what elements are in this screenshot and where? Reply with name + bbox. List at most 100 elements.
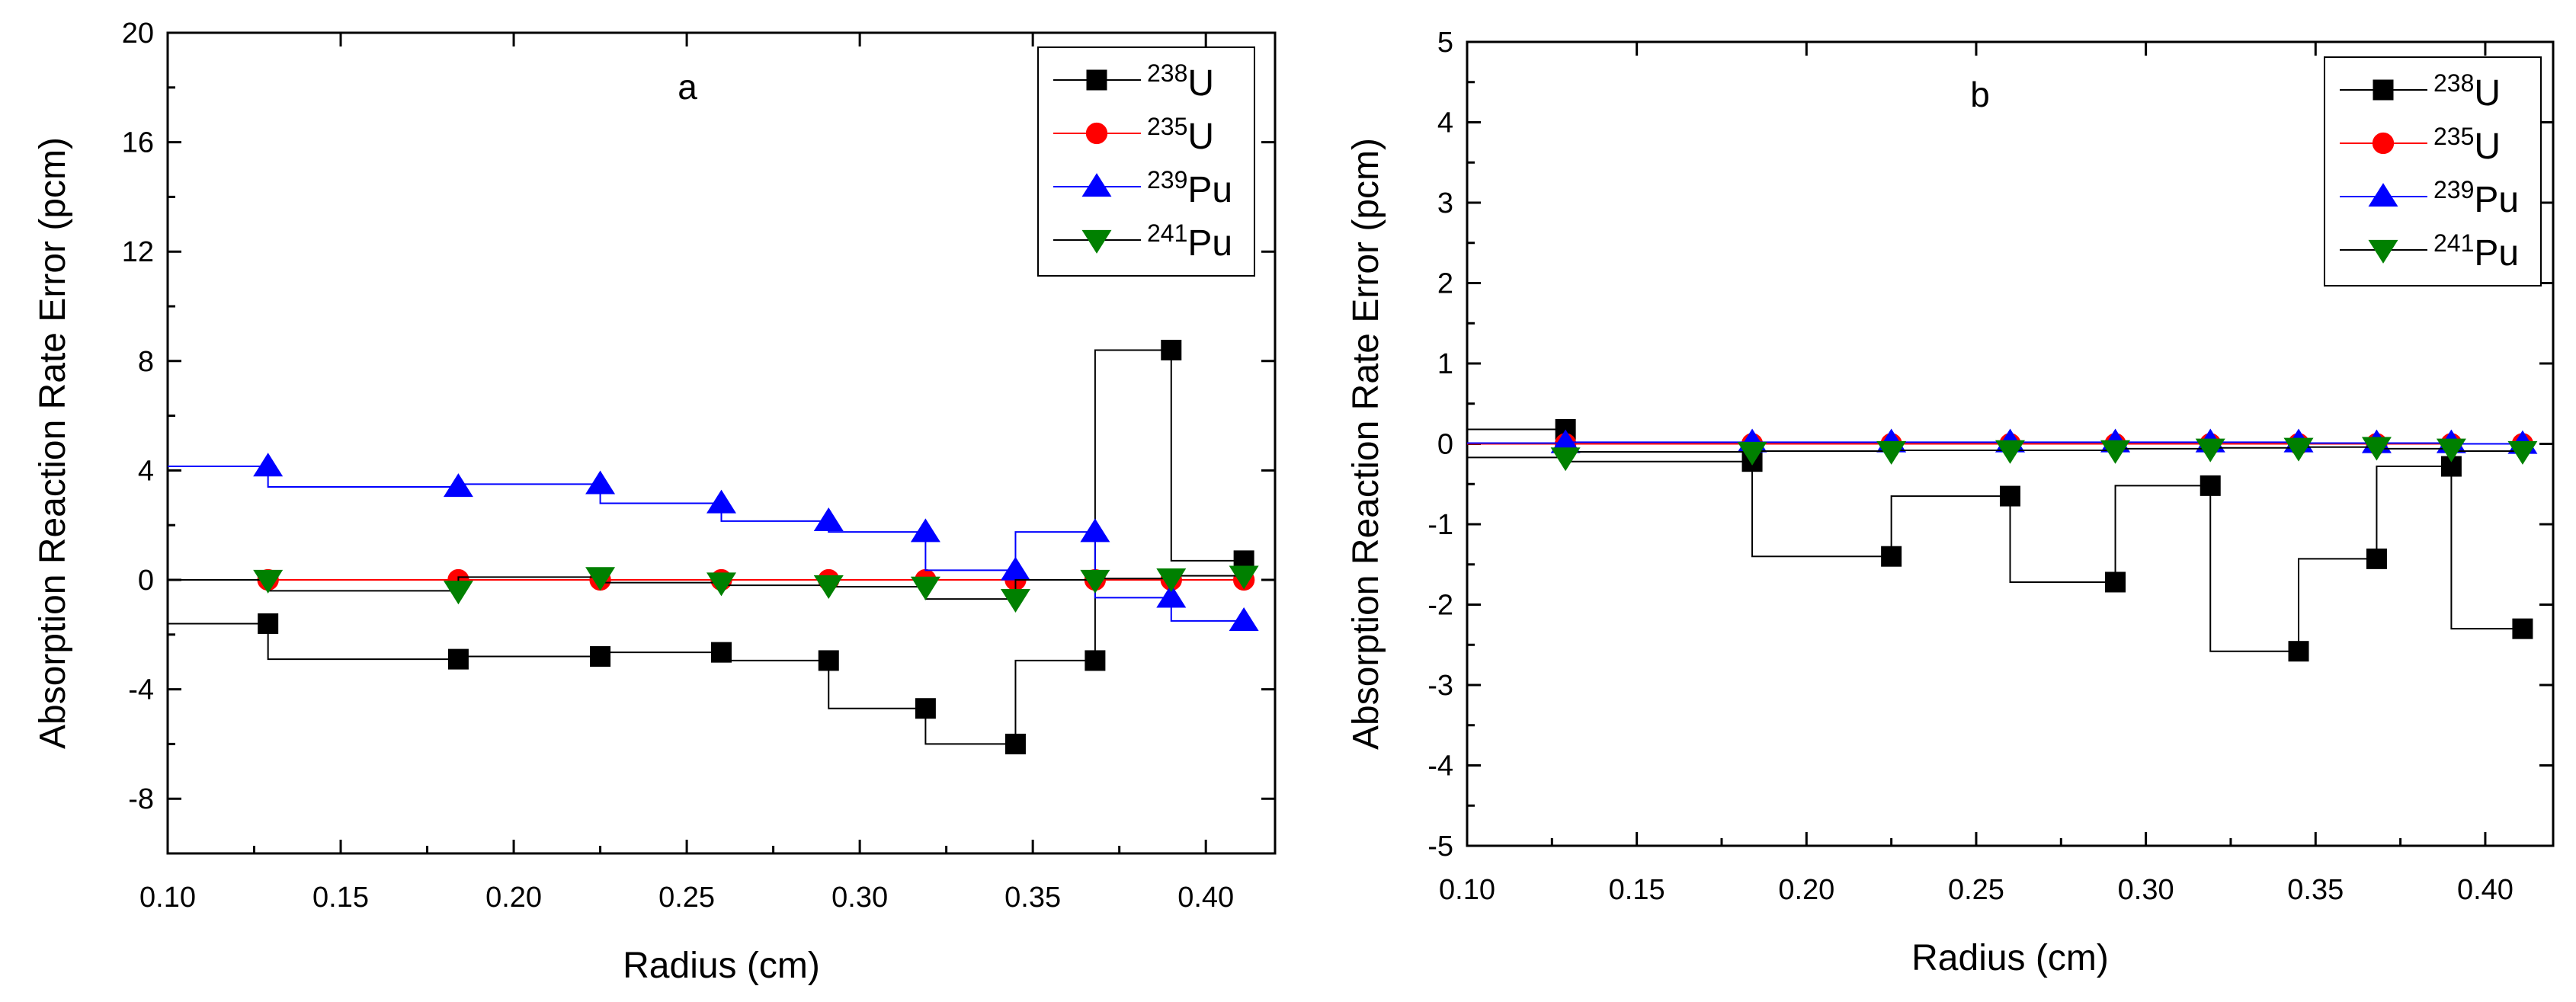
x-tick-label: 0.30 xyxy=(2118,874,2174,906)
y-tick-label: 3 xyxy=(1437,187,1453,219)
data-point xyxy=(813,575,844,600)
legend-label: 235U xyxy=(1147,113,1214,157)
legend-mass-number: 238 xyxy=(2433,69,2474,97)
y-tick-label: 8 xyxy=(138,346,154,378)
legend-mass-number: 241 xyxy=(1147,219,1187,247)
legend-marker xyxy=(1081,229,1112,254)
data-point xyxy=(443,581,473,605)
data-point xyxy=(1080,518,1110,543)
x-tick-label: 0.35 xyxy=(2287,874,2344,906)
x-tick-label: 0.10 xyxy=(139,882,196,914)
y-axis-title: Absorption Reaction Rate Error (pcm) xyxy=(1346,138,1386,750)
data-point xyxy=(706,572,736,597)
legend-label: 239Pu xyxy=(2433,176,2519,220)
legend-label: 241Pu xyxy=(1147,219,1232,264)
legend-mass-number: 239 xyxy=(1147,166,1187,194)
legend-marker xyxy=(2368,183,2398,207)
series-line xyxy=(168,349,1245,745)
data-point xyxy=(2195,438,2225,463)
y-tick-label: 2 xyxy=(1437,268,1453,300)
data-point xyxy=(1737,441,1767,466)
data-point xyxy=(1881,546,1902,567)
panel-label: b xyxy=(1970,75,1990,114)
legend-element-symbol: U xyxy=(1187,63,1214,104)
data-point xyxy=(585,470,616,495)
legend-mass-number: 235 xyxy=(2433,123,2474,150)
data-point xyxy=(585,567,616,591)
data-point xyxy=(2100,440,2131,464)
x-tick-label: 0.15 xyxy=(312,882,369,914)
data-point xyxy=(1156,584,1187,608)
data-point xyxy=(706,489,736,514)
data-point xyxy=(910,518,940,543)
data-point xyxy=(590,646,611,667)
legend-marker xyxy=(1086,69,1107,91)
y-tick-label: -3 xyxy=(1427,670,1453,702)
data-point xyxy=(1000,588,1030,613)
data-point xyxy=(2283,437,2314,462)
legend-label: 239Pu xyxy=(1147,166,1232,210)
y-tick-label: 1 xyxy=(1437,348,1453,380)
data-point xyxy=(2436,438,2466,463)
y-tick-label: 12 xyxy=(122,236,154,268)
data-point xyxy=(1085,650,1106,671)
data-point xyxy=(1229,565,1259,590)
series-238U xyxy=(168,339,1254,754)
y-axis-title: Absorption Reaction Rate Error (pcm) xyxy=(33,137,73,749)
data-point xyxy=(2366,548,2387,569)
data-point xyxy=(253,453,284,477)
series-line xyxy=(1467,428,2523,652)
chart-panel-a: 0.10 0.15 0.20 0.25 0.30 0.35 0.40 -8 -4 0 4 8 12 16 2… xyxy=(33,18,1277,986)
panel-label: a xyxy=(678,67,697,107)
data-point xyxy=(1004,733,1026,754)
series-line xyxy=(1467,441,2523,445)
legend-element-symbol: Pu xyxy=(2474,180,2519,220)
y-tick-label: 0 xyxy=(1437,429,1453,461)
y-tick-label: -2 xyxy=(1427,590,1453,622)
y-tick-label: -4 xyxy=(1427,751,1453,783)
y-tick-label: 4 xyxy=(1437,107,1453,139)
legend-element-symbol: Pu xyxy=(1187,223,1232,264)
data-point xyxy=(443,473,473,498)
data-point xyxy=(1080,569,1110,594)
legend-marker xyxy=(2368,239,2398,264)
x-tick-label: 0.15 xyxy=(1609,874,1665,906)
data-point xyxy=(2105,571,2126,593)
data-point xyxy=(1000,556,1030,581)
x-tick-label: 0.25 xyxy=(1948,874,2004,906)
legend-marker xyxy=(1085,122,1108,145)
y-tick-label: 5 xyxy=(1437,27,1453,59)
legend-label: 238U xyxy=(1147,59,1214,104)
series-line xyxy=(168,466,1245,622)
data-point xyxy=(1229,607,1259,632)
data-point xyxy=(1156,568,1187,593)
data-point xyxy=(1995,440,2025,464)
legend-mass-number: 235 xyxy=(1147,113,1187,140)
legend-element-symbol: Pu xyxy=(2474,233,2519,274)
data-point xyxy=(1876,440,1907,465)
legend-element-symbol: Pu xyxy=(1187,170,1232,210)
y-tick-label: -1 xyxy=(1427,509,1453,541)
data-point xyxy=(2288,641,2309,662)
data-point xyxy=(2507,440,2538,465)
legend-mass-number: 239 xyxy=(2433,176,2474,203)
x-tick-label: 0.10 xyxy=(1439,874,1495,906)
data-point xyxy=(915,698,936,719)
x-tick-label: 0.35 xyxy=(1004,882,1061,914)
legend-marker xyxy=(1081,173,1112,197)
legend-label: 235U xyxy=(2433,123,2501,167)
data-point xyxy=(2000,485,2020,507)
data-point xyxy=(910,576,940,600)
series-241Pu xyxy=(168,565,1259,613)
legend-element-symbol: U xyxy=(2474,73,2501,114)
data-point xyxy=(1550,447,1581,472)
legend-marker xyxy=(2372,132,2395,155)
y-tick-label: 4 xyxy=(138,455,154,487)
data-point xyxy=(2200,475,2221,496)
series-241Pu xyxy=(1467,437,2538,472)
data-point xyxy=(2512,618,2533,639)
data-point xyxy=(711,642,732,663)
data-point xyxy=(2361,437,2392,461)
